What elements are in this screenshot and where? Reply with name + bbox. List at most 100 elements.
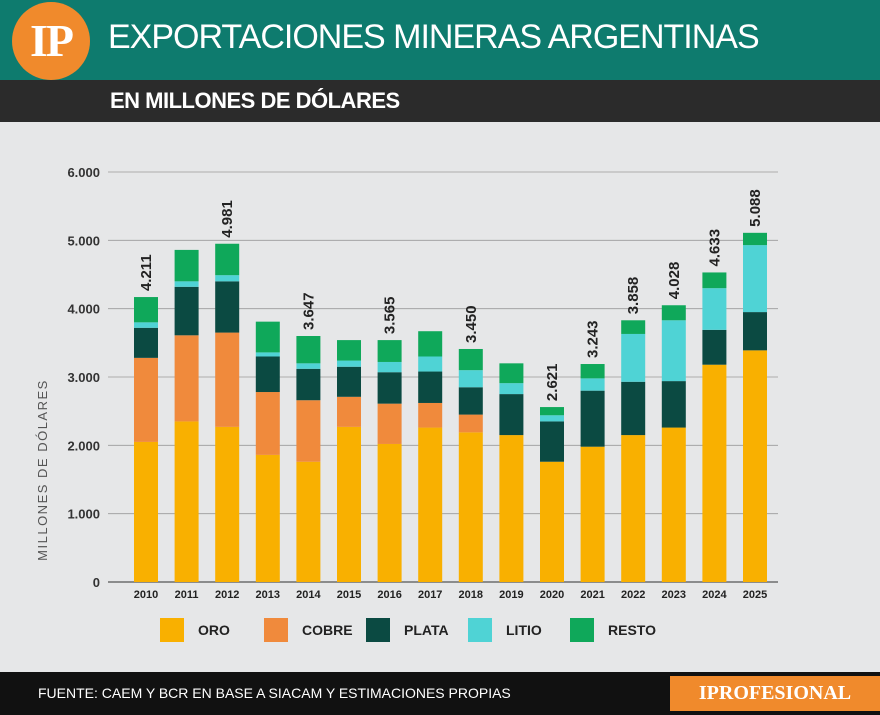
x-tick-label: 2017	[418, 589, 442, 601]
bar-segment-cobre	[337, 396, 361, 427]
bar-segment-litio	[418, 356, 443, 372]
legend-swatch-litio	[468, 618, 492, 642]
bar-segment-litio	[296, 363, 321, 369]
bar-segment-litio	[702, 288, 727, 330]
total-label: 4.211	[138, 254, 155, 291]
total-label: 3.858	[625, 277, 642, 315]
bar-segment-litio	[580, 378, 605, 391]
x-tick-label: 2016	[377, 589, 401, 601]
legend-label-litio: LITIO	[506, 622, 542, 638]
bar-segment-plata	[743, 312, 767, 351]
bar-segment-plata	[458, 387, 483, 415]
bar-segment-oro	[621, 435, 646, 582]
x-axis-ticks: 2010 2011 2012 2013 2014 2015 2016 2017 2018 2019…	[134, 589, 767, 601]
bar-segment-cobre	[215, 332, 240, 427]
bar-segment-plata	[296, 368, 321, 401]
bar-segment-oro	[337, 426, 361, 582]
bar-segment-cobre	[296, 400, 321, 462]
bar-segment-litio	[215, 275, 240, 282]
total-label: 4.028	[666, 262, 683, 300]
bar-segment-litio	[458, 370, 483, 388]
x-tick-label: 2022	[621, 589, 645, 601]
bars	[134, 232, 767, 582]
bar-segment-resto	[134, 297, 158, 323]
bar-segment-plata	[174, 286, 199, 336]
bar-segment-cobre	[134, 357, 158, 442]
bar-segment-oro	[377, 443, 402, 582]
header-bar: IP EXPORTACIONES MINERAS ARGENTINAS	[0, 0, 880, 80]
bar-segment-plata	[418, 371, 443, 403]
legend-swatch-plata	[366, 618, 390, 642]
ip-logo: IP	[12, 2, 90, 80]
bar-segment-resto	[337, 340, 361, 361]
legend-swatch-oro	[160, 618, 184, 642]
bar-segment-cobre	[418, 402, 443, 428]
bar-segment-oro	[540, 461, 564, 582]
bar-segment-litio	[661, 320, 686, 382]
chart-title: EXPORTACIONES MINERAS ARGENTINAS	[108, 18, 760, 56]
bar-segment-litio	[743, 245, 767, 313]
x-tick-label: 2015	[337, 589, 361, 601]
x-tick-label: 2012	[215, 589, 239, 601]
y-tick-label: 0	[93, 575, 100, 590]
y-axis-label: MILLONES DE DÓLARES	[35, 379, 50, 561]
bar-segment-plata	[255, 356, 280, 393]
bar-segment-resto	[540, 407, 564, 416]
total-labels: 4.211 4.981 3.647 3.565 3.450 2.621 3.243 3.858…	[138, 189, 764, 401]
bar-segment-plata	[580, 390, 605, 447]
iprofesional-brand: IPROFESIONAL	[670, 676, 880, 711]
bar-segment-cobre	[174, 335, 199, 422]
bar-segment-cobre	[377, 403, 402, 444]
bar-segment-cobre	[458, 414, 483, 433]
x-tick-label: 2014	[296, 589, 321, 601]
bar-segment-oro	[134, 441, 158, 582]
x-tick-label: 2018	[459, 589, 483, 601]
bar-segment-oro	[296, 461, 321, 582]
bar-segment-oro	[458, 432, 483, 582]
bar-segment-oro	[215, 426, 240, 582]
y-tick-label: 4.000	[67, 302, 100, 317]
x-tick-label: 2020	[540, 589, 564, 601]
subheader-bar: EN MILLONES DE DÓLARES	[0, 80, 880, 122]
legend-label-oro: ORO	[198, 622, 230, 638]
bar-segment-litio	[134, 322, 158, 328]
total-label: 3.450	[463, 305, 480, 343]
bar-segment-resto	[580, 364, 605, 379]
footer-bar: FUENTE: CAEM Y BCR EN BASE A SIACAM Y ES…	[0, 672, 880, 715]
bar-segment-cobre	[255, 392, 280, 455]
x-tick-label: 2011	[175, 589, 199, 601]
bar-segment-litio	[540, 415, 564, 422]
bar-segment-plata	[499, 394, 524, 436]
total-label: 4.981	[219, 200, 236, 238]
bar-segment-litio	[499, 383, 524, 395]
y-tick-label: 2.000	[67, 438, 100, 453]
bar-segment-oro	[702, 364, 727, 582]
bar-segment-resto	[661, 305, 686, 321]
legend-swatch-resto	[570, 618, 594, 642]
legend-label-resto: RESTO	[608, 622, 656, 638]
bar-segment-resto	[174, 249, 199, 282]
bar-segment-litio	[621, 333, 646, 382]
bar-segment-resto	[458, 348, 483, 371]
bar-segment-plata	[540, 421, 564, 462]
stacked-bar-chart: 0 1.000 2.000 3.000 4.000 5.000 6.000 MILLONES…	[35, 165, 778, 601]
bar-segment-plata	[621, 381, 646, 436]
bar-segment-resto	[418, 331, 443, 357]
x-tick-label: 2023	[662, 589, 686, 601]
bar-segment-litio	[255, 352, 280, 357]
legend-swatch-cobre	[264, 618, 288, 642]
legend-label-cobre: COBRE	[302, 622, 353, 638]
bar-segment-oro	[255, 454, 280, 582]
bar-segment-oro	[580, 446, 605, 582]
bar-segment-litio	[174, 281, 199, 287]
bar-segment-plata	[134, 327, 158, 358]
total-label: 5.088	[747, 189, 764, 227]
source-note: FUENTE: CAEM Y BCR EN BASE A SIACAM Y ES…	[38, 685, 511, 701]
bar-segment-oro	[418, 427, 443, 582]
y-tick-label: 6.000	[67, 165, 100, 180]
legend: ORO COBRE PLATA LITIO RESTO	[160, 616, 680, 646]
bar-segment-resto	[377, 340, 402, 362]
x-tick-label: 2019	[499, 589, 523, 601]
total-label: 3.647	[300, 292, 317, 330]
bar-segment-plata	[377, 372, 402, 404]
